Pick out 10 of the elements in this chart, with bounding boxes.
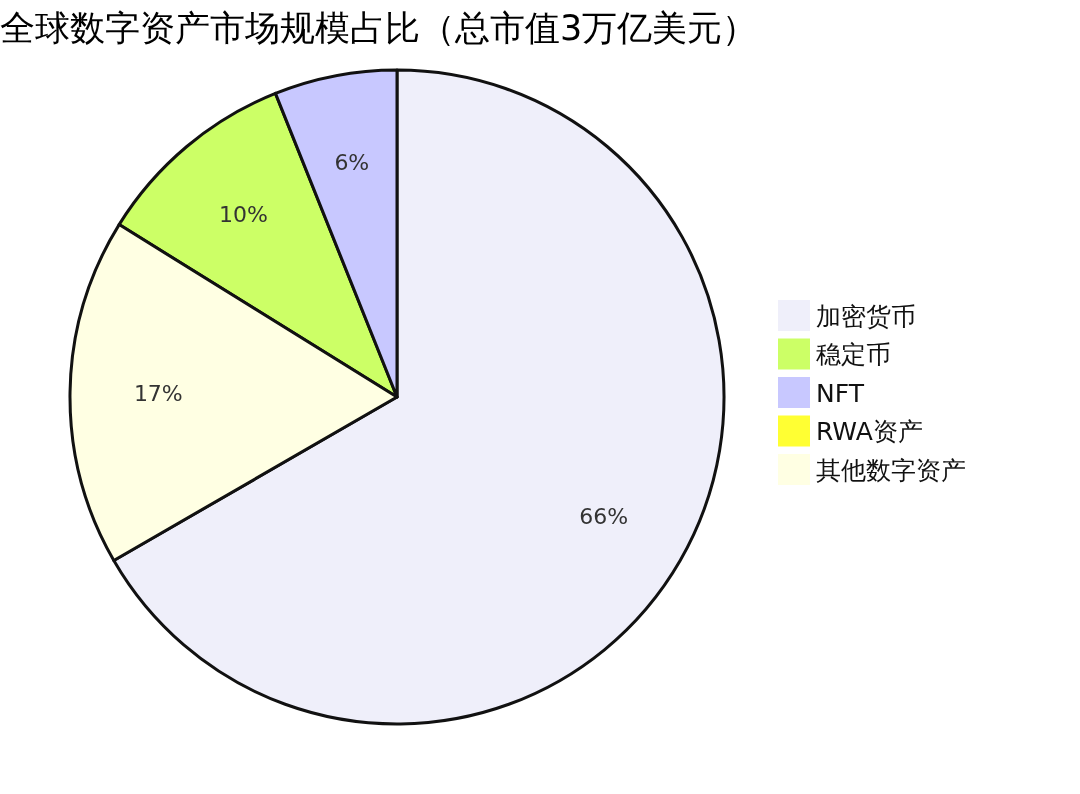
data-label: 10%	[219, 201, 269, 227]
legend-label: RWA资产	[816, 417, 923, 446]
slice-label: 加密货币	[816, 301, 916, 331]
data-label: 66%	[579, 503, 629, 529]
chart-title: 全球数字资产市场规模占比（总市值3万亿美元）	[0, 8, 758, 48]
legend-label: 其他数字资产	[816, 455, 966, 485]
data-label: 17%	[133, 380, 183, 406]
legend-label: NFT	[816, 378, 865, 408]
data-label: 6%	[334, 150, 370, 176]
legend-label: 稳定币	[816, 340, 891, 369]
